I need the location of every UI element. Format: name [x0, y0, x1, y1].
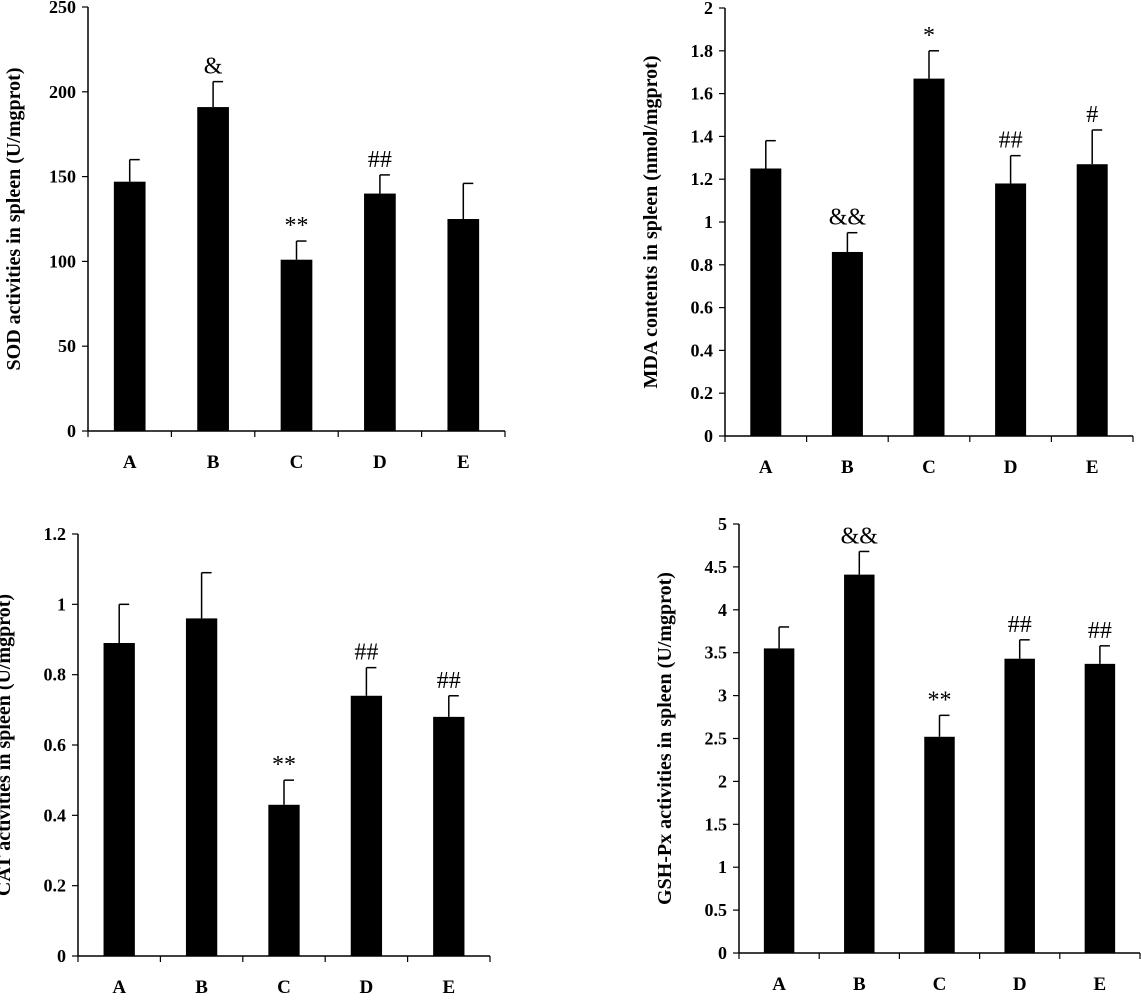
bar-A	[763, 648, 795, 953]
y-tick-label: 3	[718, 686, 727, 706]
bar-D	[995, 183, 1027, 436]
bar-D	[1004, 658, 1035, 953]
x-category-label-A: A	[112, 977, 126, 998]
x-category-label-A: A	[759, 457, 773, 478]
significance-label-E: ##	[1088, 618, 1112, 644]
x-category-label-E: E	[1086, 457, 1099, 478]
significance-label-E: #	[1086, 102, 1098, 128]
significance-label-B: &	[204, 54, 223, 80]
y-tick-label: 0.6	[691, 298, 714, 318]
bar-B	[185, 618, 218, 956]
significance-label-C: **	[272, 752, 296, 778]
y-tick-label: 1.2	[44, 524, 67, 544]
x-category-label-A: A	[123, 452, 137, 473]
y-tick-label: 1	[704, 212, 713, 232]
y-tick-label: 1	[718, 857, 727, 877]
y-tick-label: 0.4	[691, 340, 714, 360]
bar-E	[1076, 164, 1108, 436]
significance-label-E: ##	[437, 668, 461, 694]
y-tick-label: 0.8	[691, 255, 714, 275]
significance-label-C: *	[923, 23, 935, 49]
x-category-label-C: C	[922, 457, 936, 478]
bar-E	[433, 716, 465, 956]
x-category-label-C: C	[277, 977, 291, 998]
significance-label-B: &&	[829, 205, 867, 231]
y-axis-label: CAT activities in spleen (U/mgprot)	[0, 594, 15, 896]
x-category-label-B: B	[207, 452, 220, 473]
y-tick-label: 2	[718, 771, 727, 791]
bar-C	[913, 78, 945, 437]
significance-label-D: ##	[999, 128, 1023, 154]
bar-E	[1084, 663, 1116, 953]
y-tick-label: 100	[49, 251, 76, 271]
bar-E	[447, 219, 480, 431]
bar-D	[350, 695, 383, 956]
x-category-label-E: E	[442, 977, 455, 998]
y-tick-label: 0.8	[44, 665, 67, 685]
y-tick-label: 1.5	[705, 814, 728, 834]
chart-panel-1: 0 50 100 150 200 250 A & B ** C ## D E SOD activities …	[3, 0, 506, 473]
bar-A	[750, 168, 782, 436]
chart-panel-4: 0 0.5 1 1.5 2 2.5 3 3.5 4 4.5 5 A && B ** C ## D ## E GSH-Px…	[654, 514, 1141, 995]
bar-C	[268, 804, 300, 956]
y-tick-label: 50	[58, 336, 76, 356]
y-tick-label: 0.5	[705, 900, 728, 920]
y-tick-label: 0	[67, 421, 76, 441]
y-tick-label: 2	[704, 0, 713, 18]
y-tick-label: 1	[57, 594, 66, 614]
significance-label-D: ##	[368, 147, 392, 173]
y-tick-label: 0.4	[44, 805, 67, 825]
y-tick-label: 1.8	[691, 41, 714, 61]
y-tick-label: 150	[49, 167, 76, 187]
x-category-label-E: E	[1094, 974, 1107, 995]
significance-label-D: ##	[1008, 612, 1032, 638]
x-category-label-B: B	[853, 974, 866, 995]
chart-panel-3: 0 0.2 0.4 0.6 0.8 1 1.2 A B ** C ## D ## E CAT activiti…	[0, 524, 491, 998]
y-tick-label: 4	[718, 600, 727, 620]
bar-C	[280, 259, 313, 431]
x-category-label-B: B	[195, 977, 208, 998]
y-tick-label: 0.6	[44, 735, 67, 755]
bar-C	[924, 736, 955, 953]
y-tick-label: 0	[718, 943, 727, 963]
x-category-label-C: C	[290, 452, 304, 473]
y-tick-label: 0.2	[691, 383, 714, 403]
significance-label-D: ##	[354, 640, 378, 666]
y-tick-label: 250	[49, 0, 76, 17]
y-tick-label: 200	[49, 82, 76, 102]
y-tick-label: 2.5	[705, 729, 728, 749]
bar-B	[197, 107, 229, 432]
significance-label-B: &&	[841, 523, 879, 549]
x-category-label-D: D	[1004, 457, 1018, 478]
x-category-label-E: E	[457, 452, 470, 473]
y-tick-label: 0	[57, 946, 66, 966]
y-tick-label: 5	[718, 514, 727, 534]
y-tick-label: 0.2	[44, 876, 67, 896]
bar-A	[103, 643, 135, 956]
y-axis-label: GSH-Px activities in spleen (U/mgprot)	[654, 572, 676, 905]
bar-A	[113, 181, 146, 431]
significance-label-C: **	[285, 213, 309, 239]
y-tick-label: 4.5	[705, 557, 728, 577]
chart-panel-2: 0 0.2 0.4 0.6 0.8 1 1.2 1.4 1.6 1.8 2 A && B * C ## D # E MD…	[640, 0, 1134, 478]
y-axis-label: SOD activities in spleen (U/mgprot)	[3, 68, 25, 371]
bar-B	[831, 251, 863, 436]
x-category-label-D: D	[373, 452, 387, 473]
x-category-label-A: A	[772, 974, 786, 995]
y-axis-label: MDA contents in spleen (nmol/mgprot)	[640, 56, 662, 389]
x-category-label-D: D	[1013, 974, 1027, 995]
x-category-label-D: D	[360, 977, 374, 998]
bar-D	[364, 193, 396, 431]
x-category-label-B: B	[841, 457, 854, 478]
x-category-label-C: C	[933, 974, 947, 995]
y-tick-label: 1.4	[691, 126, 714, 146]
y-tick-label: 1.6	[691, 84, 714, 104]
significance-label-C: **	[928, 687, 952, 713]
y-tick-label: 1.2	[691, 169, 714, 189]
y-tick-label: 3.5	[705, 643, 728, 663]
bar-B	[844, 574, 875, 953]
y-tick-label: 0	[704, 426, 713, 446]
